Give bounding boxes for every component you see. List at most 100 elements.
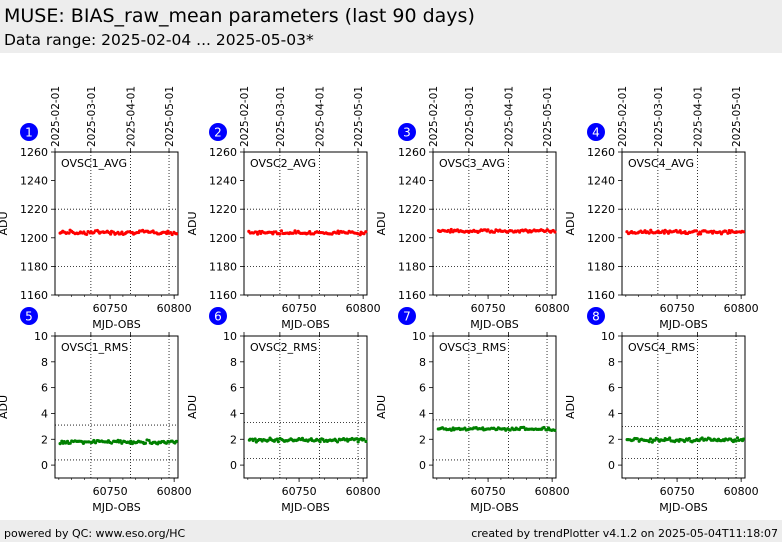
data-point [129, 439, 133, 443]
page-subtitle: Data range: 2025-02-04 ... 2025-05-03* [4, 31, 314, 49]
x-axis-label: MJD-OBS [281, 318, 329, 331]
panel-number: 1 [25, 126, 33, 140]
panel-number-badge [398, 123, 416, 141]
x-tick-label: 60800 [157, 485, 192, 498]
y-tick-label: 10 [34, 330, 48, 343]
y-tick-label: 1200 [20, 232, 48, 245]
y-axis-label: ADU [186, 211, 199, 235]
data-point [174, 439, 178, 443]
data-point [741, 230, 746, 234]
y-tick-label: 0 [230, 459, 237, 472]
date-tick-label: 2025-04-01 [126, 86, 138, 147]
data-point [174, 232, 179, 236]
y-axis-label: ADU [0, 395, 10, 419]
panel-number: 2 [214, 126, 222, 140]
panel-6: 0 2 4 6 8 10 60750 60800 MJD-OBS ADU OVSC2_RMS 6 [186, 307, 381, 514]
data-point [700, 436, 704, 440]
panel-number: 6 [214, 310, 222, 324]
panel-number-badge [209, 123, 227, 141]
y-tick-label: 0 [41, 459, 48, 472]
date-tick-label: 2025-05-01 [731, 86, 743, 147]
y-tick-label: 6 [41, 382, 48, 395]
y-axis-label: ADU [375, 211, 388, 235]
panel-number-badge [20, 123, 38, 141]
date-tick-label: 2025-02-01 [428, 86, 440, 147]
x-axis-label: MJD-OBS [659, 318, 707, 331]
panel-number-badge [587, 123, 605, 141]
y-tick-label: 1220 [587, 203, 615, 216]
y-tick-label: 1180 [587, 260, 615, 273]
series-label: OVSC3_RMS [439, 341, 506, 354]
page-title: MUSE: BIAS_raw_mean parameters (last 90 … [4, 5, 475, 27]
data-point [120, 441, 124, 445]
x-tick-label: 60800 [346, 485, 381, 498]
date-tick-label: 2025-03-01 [464, 86, 476, 147]
y-tick-label: 4 [419, 407, 426, 420]
plot-frame [432, 151, 557, 296]
data-point [448, 230, 452, 234]
y-tick-label: 1220 [20, 203, 48, 216]
data-point [508, 428, 512, 432]
footer-powered-by: powered by QC: www.eso.org/HC [4, 527, 186, 540]
series-label: OVSC1_AVG [61, 157, 127, 170]
data-point [492, 230, 497, 234]
x-axis-label: MJD-OBS [92, 318, 140, 331]
data-point [256, 232, 260, 236]
data-point [147, 438, 151, 443]
y-tick-label: 2 [608, 433, 615, 446]
data-point [724, 229, 728, 233]
y-tick-label: 1260 [20, 146, 48, 159]
x-tick-label: 60800 [157, 302, 192, 315]
footer-created-by: created by trendPlotter v4.1.2 on 2025-0… [471, 527, 778, 540]
data-point [668, 436, 672, 440]
data-point [170, 232, 174, 237]
plot-frame [54, 151, 179, 296]
data-point [486, 228, 490, 232]
date-tick-label: 2025-05-01 [164, 86, 176, 147]
x-tick-label: 60800 [346, 302, 381, 315]
y-axis-label: ADU [0, 211, 10, 235]
date-tick-label: 2025-02-01 [50, 86, 62, 147]
date-tick-label: 2025-04-01 [315, 86, 327, 147]
y-tick-label: 1180 [20, 260, 48, 273]
data-point [253, 437, 257, 441]
data-point [335, 440, 340, 444]
series-label: OVSC3_AVG [439, 157, 505, 170]
x-tick-label: 60800 [535, 485, 570, 498]
panel-number: 4 [592, 126, 600, 140]
plot-frame [54, 335, 179, 479]
panel-number: 3 [403, 126, 411, 140]
y-tick-label: 1200 [587, 232, 615, 245]
x-tick-label: 60750 [471, 302, 506, 315]
date-tick-label: 2025-03-01 [653, 86, 665, 147]
date-tick-label: 2025-03-01 [275, 86, 287, 147]
x-tick-label: 60800 [535, 302, 570, 315]
data-point [67, 231, 71, 235]
y-tick-label: 1220 [398, 203, 426, 216]
y-tick-label: 1200 [398, 232, 426, 245]
series-label: OVSC2_AVG [250, 157, 316, 170]
data-point [694, 229, 699, 233]
y-tick-label: 2 [41, 433, 48, 446]
data-point [318, 440, 322, 444]
panel-number: 5 [25, 310, 33, 324]
panel-number-badge [587, 307, 605, 325]
y-tick-label: 1240 [20, 175, 48, 188]
data-point [118, 439, 122, 443]
data-point [734, 439, 738, 443]
panel-number-badge [398, 307, 416, 325]
x-tick-label: 60750 [93, 485, 128, 498]
plot-frame [621, 151, 746, 296]
data-point [647, 231, 651, 235]
y-tick-label: 1200 [209, 232, 237, 245]
data-point [279, 229, 284, 233]
panel-7: 0 2 4 6 8 10 60750 60800 MJD-OBS ADU OVSC3_RMS 7 [375, 307, 570, 514]
data-point [553, 230, 557, 234]
data-point [355, 437, 359, 441]
date-tick-label: 2025-05-01 [353, 86, 365, 147]
y-tick-label: 8 [419, 356, 426, 369]
date-tick-label: 2025-02-01 [239, 86, 251, 147]
y-tick-label: 6 [608, 382, 615, 395]
data-point [542, 425, 546, 430]
